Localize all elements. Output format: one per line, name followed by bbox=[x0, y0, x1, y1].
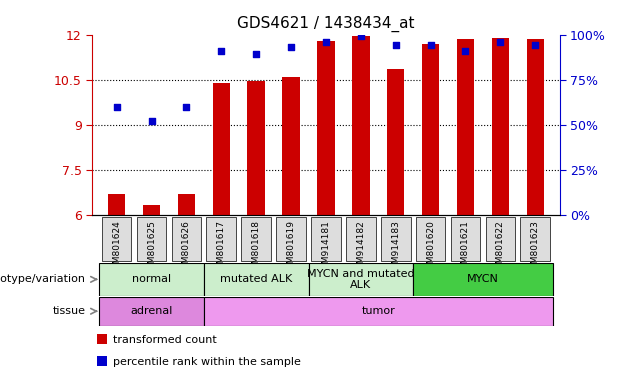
Text: GSM801625: GSM801625 bbox=[147, 220, 156, 275]
Bar bbox=[97, 334, 107, 344]
FancyBboxPatch shape bbox=[207, 217, 236, 261]
Text: GSM801621: GSM801621 bbox=[461, 220, 470, 275]
Text: GSM801626: GSM801626 bbox=[182, 220, 191, 275]
Text: GSM801618: GSM801618 bbox=[252, 220, 261, 275]
Bar bbox=[492, 38, 509, 215]
Text: percentile rank within the sample: percentile rank within the sample bbox=[113, 357, 301, 367]
Bar bbox=[527, 39, 544, 215]
Point bbox=[460, 48, 471, 54]
Point bbox=[425, 42, 436, 48]
FancyBboxPatch shape bbox=[346, 217, 376, 261]
Point bbox=[216, 48, 226, 54]
Text: GSM801622: GSM801622 bbox=[496, 220, 505, 275]
Bar bbox=[247, 81, 265, 215]
Point bbox=[181, 104, 191, 110]
FancyBboxPatch shape bbox=[99, 297, 204, 326]
FancyBboxPatch shape bbox=[99, 263, 204, 296]
Text: normal: normal bbox=[132, 274, 171, 285]
Bar bbox=[422, 44, 439, 215]
Text: GSM801619: GSM801619 bbox=[287, 220, 296, 275]
Text: tumor: tumor bbox=[361, 306, 395, 316]
FancyBboxPatch shape bbox=[102, 217, 132, 261]
Bar bbox=[143, 205, 160, 215]
Point bbox=[251, 51, 261, 58]
FancyBboxPatch shape bbox=[520, 217, 550, 261]
Text: GSM801623: GSM801623 bbox=[531, 220, 540, 275]
FancyBboxPatch shape bbox=[276, 217, 306, 261]
Text: mutated ALK: mutated ALK bbox=[220, 274, 293, 285]
FancyBboxPatch shape bbox=[241, 217, 271, 261]
Text: GSM801617: GSM801617 bbox=[217, 220, 226, 275]
Bar bbox=[352, 36, 370, 215]
FancyBboxPatch shape bbox=[137, 217, 167, 261]
FancyBboxPatch shape bbox=[485, 217, 515, 261]
Text: MYCN and mutated
ALK: MYCN and mutated ALK bbox=[307, 268, 415, 290]
Bar bbox=[317, 41, 335, 215]
Point bbox=[391, 42, 401, 48]
Bar bbox=[282, 77, 300, 215]
FancyBboxPatch shape bbox=[204, 297, 553, 326]
Text: GSM801620: GSM801620 bbox=[426, 220, 435, 275]
Title: GDS4621 / 1438434_at: GDS4621 / 1438434_at bbox=[237, 16, 415, 32]
Point bbox=[111, 104, 121, 110]
FancyBboxPatch shape bbox=[204, 263, 308, 296]
Point bbox=[146, 118, 156, 124]
Text: GSM914181: GSM914181 bbox=[321, 220, 331, 275]
Text: adrenal: adrenal bbox=[130, 306, 173, 316]
Point bbox=[495, 39, 506, 45]
FancyBboxPatch shape bbox=[308, 263, 413, 296]
FancyBboxPatch shape bbox=[311, 217, 341, 261]
Text: tissue: tissue bbox=[53, 306, 86, 316]
Text: GSM801624: GSM801624 bbox=[112, 220, 121, 275]
FancyBboxPatch shape bbox=[416, 217, 445, 261]
Text: GSM914183: GSM914183 bbox=[391, 220, 400, 275]
FancyBboxPatch shape bbox=[413, 263, 553, 296]
FancyBboxPatch shape bbox=[451, 217, 480, 261]
Point bbox=[286, 44, 296, 50]
Text: genotype/variation: genotype/variation bbox=[0, 274, 86, 285]
Text: transformed count: transformed count bbox=[113, 334, 217, 344]
Bar bbox=[457, 39, 474, 215]
Point bbox=[530, 42, 541, 48]
Bar bbox=[97, 356, 107, 366]
FancyBboxPatch shape bbox=[381, 217, 411, 261]
Bar bbox=[108, 194, 125, 215]
Point bbox=[321, 39, 331, 45]
Bar bbox=[177, 194, 195, 215]
Text: GSM914182: GSM914182 bbox=[356, 220, 365, 275]
Text: MYCN: MYCN bbox=[467, 274, 499, 285]
Point bbox=[356, 33, 366, 40]
Bar bbox=[212, 83, 230, 215]
FancyBboxPatch shape bbox=[172, 217, 201, 261]
Bar bbox=[387, 69, 404, 215]
